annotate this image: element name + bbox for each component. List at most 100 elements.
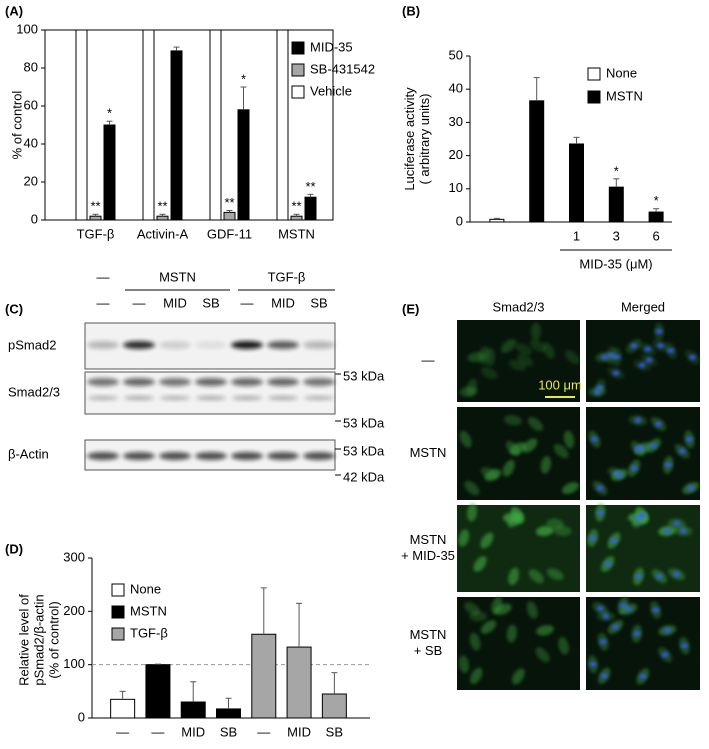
legend-label: TGF-β (130, 625, 168, 640)
nucleus (630, 343, 638, 349)
legend-swatch (111, 583, 125, 597)
significance-label: ** (157, 199, 167, 214)
blot-row-label: β-Actin (8, 446, 49, 461)
legend-label: None (130, 581, 161, 596)
nucleus (652, 607, 660, 613)
cell (469, 632, 481, 651)
significance-label: ** (90, 199, 100, 214)
lane-label: MID (271, 295, 295, 310)
cell (529, 339, 546, 352)
bar (156, 215, 169, 221)
x-tick-label: MID (181, 724, 205, 739)
blot-band (267, 452, 299, 460)
cell (506, 624, 517, 643)
cell (522, 438, 538, 453)
nucleus (657, 343, 665, 349)
cell (470, 667, 483, 685)
y-axis-label: ( arbitrary units) (417, 93, 432, 184)
cell (500, 339, 517, 353)
cell (478, 346, 490, 365)
nucleus (610, 538, 618, 544)
bar (110, 698, 136, 719)
cell (502, 459, 515, 477)
y-tick-label: 300 (63, 549, 85, 564)
nucleus (661, 652, 669, 658)
nucleus (638, 513, 646, 519)
cell (535, 525, 554, 537)
lane-label: — (241, 295, 254, 310)
bar (489, 218, 505, 223)
bar (89, 215, 102, 221)
nucleus (590, 436, 598, 442)
legend-swatch (291, 63, 305, 77)
blot-band (87, 378, 119, 386)
row-label: + MID-35 (401, 548, 455, 563)
cell (484, 469, 502, 482)
nucleus (687, 485, 695, 491)
significance-label: * (654, 193, 659, 208)
bar (321, 693, 347, 719)
legend-swatch (111, 627, 125, 641)
cell (526, 601, 538, 619)
blot-band (196, 395, 226, 401)
marker-label: 53 kDa (343, 415, 385, 430)
nucleus (604, 561, 612, 567)
cell (505, 441, 521, 457)
nucleus (645, 357, 653, 363)
y-tick-label: 200 (63, 603, 85, 618)
lane-label: MID (163, 295, 187, 310)
bar (180, 701, 206, 719)
blot-band (160, 395, 190, 401)
x-tick-label: MID (287, 724, 311, 739)
x-tick-label: Activin-A (137, 226, 189, 241)
legend-swatch (291, 85, 305, 99)
row-label: MSTN (410, 532, 447, 547)
blot-band (231, 341, 263, 349)
marker-label: 42 kDa (343, 469, 385, 484)
panel-label: (A) (5, 3, 23, 18)
y-tick-label: 0 (31, 211, 38, 226)
cell (530, 322, 541, 341)
cell (480, 366, 498, 380)
panel-label: (C) (5, 301, 23, 316)
y-tick-label: 10 (449, 180, 463, 195)
blot-band (304, 395, 334, 401)
cell (517, 353, 534, 367)
cell (504, 415, 522, 426)
y-tick-label: 50 (449, 47, 463, 62)
bar (145, 664, 171, 719)
cell (480, 620, 497, 634)
blot-band (303, 378, 335, 386)
y-tick-label: 0 (78, 709, 85, 724)
cell (459, 386, 478, 397)
blot-band (159, 341, 191, 349)
lane-label: SB (310, 295, 327, 310)
lane-label: — (97, 295, 110, 310)
y-tick-label: 30 (449, 114, 463, 129)
x-tick-label: GDF-11 (207, 226, 252, 241)
y-tick-label: 100 (16, 21, 38, 36)
cell (464, 602, 481, 616)
cell (535, 647, 550, 663)
column-label: Smad2/3 (492, 299, 544, 314)
blot-band (303, 452, 335, 460)
lane-label: SB (202, 295, 219, 310)
blot-band (232, 395, 262, 401)
nucleus (607, 352, 615, 358)
lane-label: — (133, 295, 146, 310)
significance-label: * (107, 106, 112, 121)
x-tick-label: 3 (613, 228, 620, 243)
nucleus (655, 573, 663, 579)
bar (304, 196, 317, 221)
y-axis-label: pSmad2/β-actin (31, 594, 46, 685)
significance-label: * (614, 163, 619, 178)
nucleus (667, 348, 675, 354)
cell (540, 455, 552, 474)
y-tick-label: 20 (449, 147, 463, 162)
cell (508, 567, 520, 586)
nucleus (630, 465, 638, 471)
nucleus (589, 661, 597, 667)
legend-swatch (587, 67, 601, 81)
blot-band (267, 378, 299, 386)
cell (528, 569, 544, 584)
